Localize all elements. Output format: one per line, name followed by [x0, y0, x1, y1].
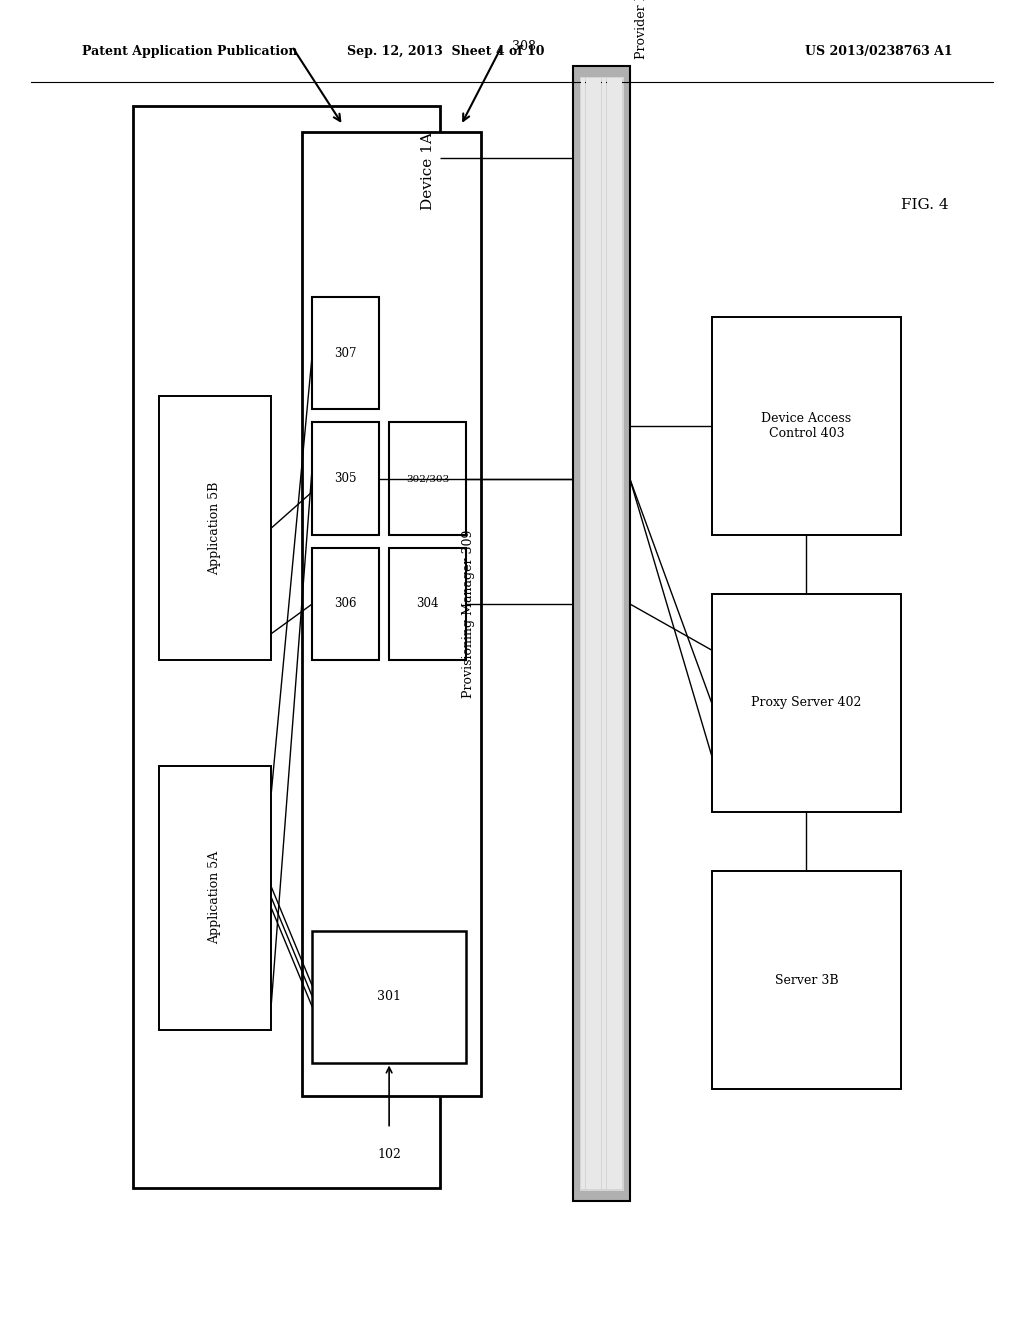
Bar: [312, 931, 466, 1063]
Bar: [159, 396, 271, 660]
Bar: [617, 78, 622, 1189]
Text: Server 3B: Server 3B: [774, 974, 839, 986]
Bar: [302, 132, 481, 1096]
Text: 304: 304: [417, 598, 438, 610]
Text: Device 1A: Device 1A: [421, 132, 435, 210]
Text: 307: 307: [335, 347, 356, 359]
Bar: [389, 548, 466, 660]
Text: 102: 102: [377, 1148, 401, 1162]
Text: US 2013/0238763 A1: US 2013/0238763 A1: [805, 45, 952, 58]
Text: Proxy Server 402: Proxy Server 402: [752, 697, 861, 709]
Bar: [586, 78, 591, 1189]
Bar: [712, 317, 901, 535]
Bar: [591, 78, 596, 1189]
Text: Sep. 12, 2013  Sheet 4 of 10: Sep. 12, 2013 Sheet 4 of 10: [347, 45, 544, 58]
Text: 301: 301: [377, 990, 401, 1003]
Bar: [712, 871, 901, 1089]
Bar: [596, 78, 601, 1189]
Text: Application 5B: Application 5B: [209, 482, 221, 574]
Bar: [581, 78, 586, 1189]
Bar: [712, 594, 901, 812]
Text: 308: 308: [512, 40, 536, 53]
Bar: [573, 66, 630, 1201]
Bar: [159, 766, 271, 1030]
Text: Device Access
Control 403: Device Access Control 403: [761, 412, 852, 440]
Text: Provider Network 4B: Provider Network 4B: [635, 0, 648, 59]
Bar: [607, 78, 611, 1189]
Bar: [580, 77, 624, 1191]
Bar: [312, 422, 379, 535]
Text: 305: 305: [335, 473, 356, 484]
Bar: [312, 548, 379, 660]
Bar: [612, 78, 616, 1189]
Bar: [602, 78, 606, 1189]
Text: Application 5A: Application 5A: [209, 851, 221, 944]
Bar: [312, 297, 379, 409]
Text: 306: 306: [335, 598, 356, 610]
Text: Patent Application Publication: Patent Application Publication: [82, 45, 297, 58]
Text: 302/303: 302/303: [406, 474, 450, 483]
Bar: [133, 106, 440, 1188]
Text: Provisioning Manager 309: Provisioning Manager 309: [463, 529, 475, 698]
Bar: [389, 422, 466, 535]
Text: FIG. 4: FIG. 4: [901, 198, 949, 211]
